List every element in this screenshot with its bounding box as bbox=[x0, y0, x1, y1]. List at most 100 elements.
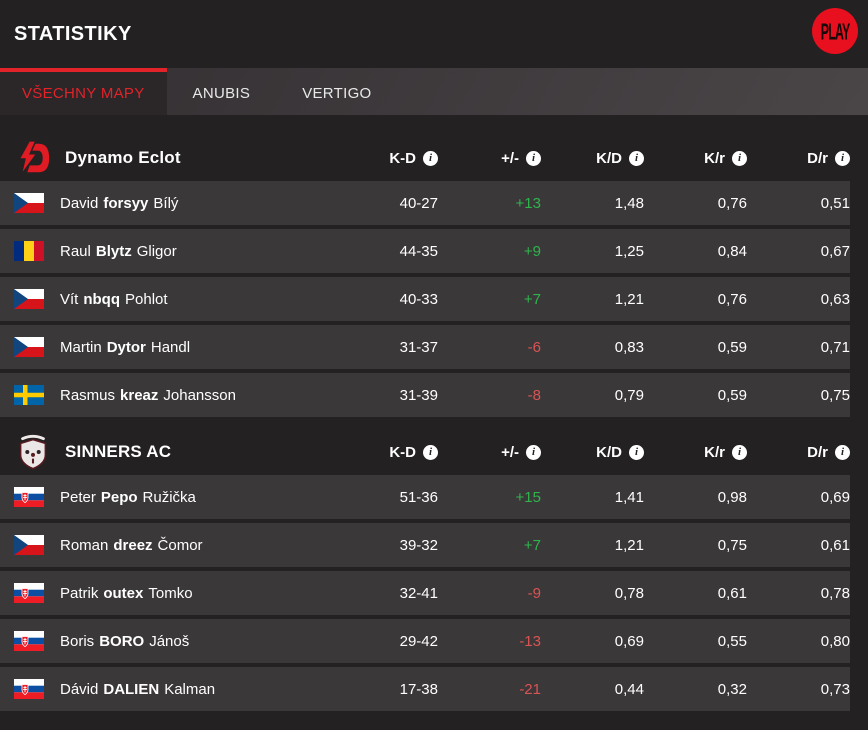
info-icon[interactable] bbox=[526, 444, 541, 460]
stat-value: 1,21 bbox=[614, 536, 644, 554]
player-row-pepo[interactable]: Peter Pepo Ružička 51-36 +15 1,41 0,98 0,69 bbox=[0, 475, 850, 519]
player-first-name: Rasmus bbox=[60, 386, 116, 404]
stats-tables: Dynamo Eclot K-D +/- K/D K/r D/r DavidforsyyBí… bbox=[0, 115, 868, 730]
flag-sk-icon bbox=[14, 631, 44, 651]
stat-value: 0,59 bbox=[717, 338, 747, 356]
stat-value: 0,69 bbox=[820, 488, 850, 506]
stat-plusminus-value: +7 bbox=[438, 537, 541, 554]
sinners-ac-logo bbox=[14, 433, 52, 471]
stat-kdr-value: 0,79 bbox=[541, 387, 644, 404]
stat-kr-value: 0,61 bbox=[644, 585, 747, 602]
stat-kd-value: 31-39 bbox=[335, 387, 438, 404]
player-row-kreaz[interactable]: Rasmus kreaz Johansson 31-39 -8 0,79 0,59 0,75 bbox=[0, 373, 850, 417]
player-last-name: Čomor bbox=[157, 536, 203, 554]
stat-value: 0,71 bbox=[820, 338, 850, 356]
dynamo-eclot-logo bbox=[14, 139, 52, 177]
stat-value: 31-39 bbox=[399, 386, 438, 404]
stat-kr-value: 0,59 bbox=[644, 387, 747, 404]
player-row-outex[interactable]: Patrik outex Tomko 32-41 -9 0,78 0,61 0,78 bbox=[0, 571, 850, 615]
player-row-blytz[interactable]: Raul Blytz Gligor 44-35 +9 1,25 0,84 0,67 bbox=[0, 229, 850, 273]
player-row-dalien[interactable]: Dávid DALIEN Kalman 17-38 -21 0,44 0,32 0,73 bbox=[0, 667, 850, 711]
player-name: Roman dreez Čomor bbox=[60, 537, 203, 554]
stat-value: 0,76 bbox=[717, 194, 747, 212]
player-nickname: Dytor bbox=[106, 338, 146, 356]
player-name-cell: Boris BORO Jánoš bbox=[0, 631, 335, 651]
stat-value: 0,79 bbox=[614, 386, 644, 404]
stat-kd-value: 40-33 bbox=[335, 291, 438, 308]
player-name-cell: Dávid DALIEN Kalman bbox=[0, 679, 335, 699]
stat-value: 40-27 bbox=[399, 194, 438, 212]
player-last-name: Johansson bbox=[163, 386, 236, 404]
player-last-name: Handl bbox=[150, 338, 191, 356]
stat-value: 0,75 bbox=[820, 386, 850, 404]
column-header-k-r: K/r bbox=[644, 444, 747, 461]
stat-kdr-value: 0,44 bbox=[541, 681, 644, 698]
team-block-dynamo-eclot: Dynamo Eclot K-D +/- K/D K/r D/r DavidforsyyBí… bbox=[0, 135, 850, 417]
stat-value: +7 bbox=[523, 290, 541, 308]
stat-kr-value: 0,98 bbox=[644, 489, 747, 506]
tab-vsechny-mapy[interactable]: VŠECHNY MAPY bbox=[0, 68, 167, 115]
tab-vertigo[interactable]: VERTIGO bbox=[276, 68, 397, 115]
stat-dr-value: 0,75 bbox=[747, 387, 850, 404]
player-name-cell: Roman dreez Čomor bbox=[0, 535, 335, 555]
stat-value: -9 bbox=[527, 584, 541, 602]
info-icon[interactable] bbox=[526, 150, 541, 166]
info-icon[interactable] bbox=[629, 150, 644, 166]
info-icon[interactable] bbox=[423, 150, 438, 166]
player-row-dreez[interactable]: Roman dreez Čomor 39-32 +7 1,21 0,75 0,61 bbox=[0, 523, 850, 567]
stat-plusminus-value: +7 bbox=[438, 291, 541, 308]
stat-value: 0,73 bbox=[820, 680, 850, 698]
stat-dr-value: 0,78 bbox=[747, 585, 850, 602]
column-header-k-d: K-D bbox=[335, 150, 438, 167]
player-name: David forsyy Bílý bbox=[60, 195, 178, 212]
stat-kdr-value: 0,69 bbox=[541, 633, 644, 650]
team-name: Dynamo Eclot bbox=[65, 148, 181, 167]
player-nickname: BORO bbox=[99, 632, 145, 650]
player-row-dytor[interactable]: Martin Dytor Handl 31-37 -6 0,83 0,59 0,71 bbox=[0, 325, 850, 369]
map-tabs: VŠECHNY MAPY ANUBIS VERTIGO bbox=[0, 68, 868, 115]
column-header-d-r: D/r bbox=[747, 150, 850, 167]
stat-value: 1,25 bbox=[614, 242, 644, 260]
column-header-plus-minus: +/- bbox=[438, 444, 541, 461]
player-row-boro[interactable]: Boris BORO Jánoš 29-42 -13 0,69 0,55 0,80 bbox=[0, 619, 850, 663]
stat-value: 0,55 bbox=[717, 632, 747, 650]
info-icon[interactable] bbox=[835, 150, 850, 166]
stat-value: 0,76 bbox=[717, 290, 747, 308]
info-icon[interactable] bbox=[629, 444, 644, 460]
stat-plusminus-value: -13 bbox=[438, 633, 541, 650]
stat-dr-value: 0,61 bbox=[747, 537, 850, 554]
play-logo[interactable]: PLAY bbox=[812, 8, 858, 54]
stat-value: 17-38 bbox=[399, 680, 438, 698]
player-nickname: kreaz bbox=[120, 386, 159, 404]
stat-kd-value: 29-42 bbox=[335, 633, 438, 650]
stat-value: 0,80 bbox=[820, 632, 850, 650]
tab-anubis[interactable]: ANUBIS bbox=[167, 68, 277, 115]
info-icon[interactable] bbox=[732, 150, 747, 166]
stat-value: 1,41 bbox=[614, 488, 644, 506]
info-icon[interactable] bbox=[423, 444, 438, 460]
player-first-name: David bbox=[60, 194, 99, 212]
stat-kd-value: 17-38 bbox=[335, 681, 438, 698]
info-icon[interactable] bbox=[835, 444, 850, 460]
flag-cz-icon bbox=[14, 337, 44, 357]
player-nickname: dreez bbox=[113, 536, 153, 554]
player-row-forsyy[interactable]: David forsyy Bílý 40-27 +13 1,48 0,76 0,51 bbox=[0, 181, 850, 225]
stat-kdr-value: 0,83 bbox=[541, 339, 644, 356]
stat-value: 39-32 bbox=[399, 536, 438, 554]
stat-kdr-value: 1,48 bbox=[541, 195, 644, 212]
stat-kd-value: 32-41 bbox=[335, 585, 438, 602]
player-row-nbqq[interactable]: Vít nbqq Pohlot 40-33 +7 1,21 0,76 0,63 bbox=[0, 277, 850, 321]
stat-plusminus-value: +13 bbox=[438, 195, 541, 212]
stat-value: 31-37 bbox=[399, 338, 438, 356]
stat-value: 1,21 bbox=[614, 290, 644, 308]
stat-value: 0,67 bbox=[820, 242, 850, 260]
player-first-name: Martin bbox=[60, 338, 102, 356]
stat-plusminus-value: +9 bbox=[438, 243, 541, 260]
player-first-name: Peter bbox=[60, 488, 96, 506]
stat-value: -8 bbox=[527, 386, 541, 404]
stat-kdr-value: 1,21 bbox=[541, 291, 644, 308]
player-first-name: Raul bbox=[60, 242, 91, 260]
stat-kr-value: 0,75 bbox=[644, 537, 747, 554]
player-first-name: Dávid bbox=[60, 680, 99, 698]
info-icon[interactable] bbox=[732, 444, 747, 460]
